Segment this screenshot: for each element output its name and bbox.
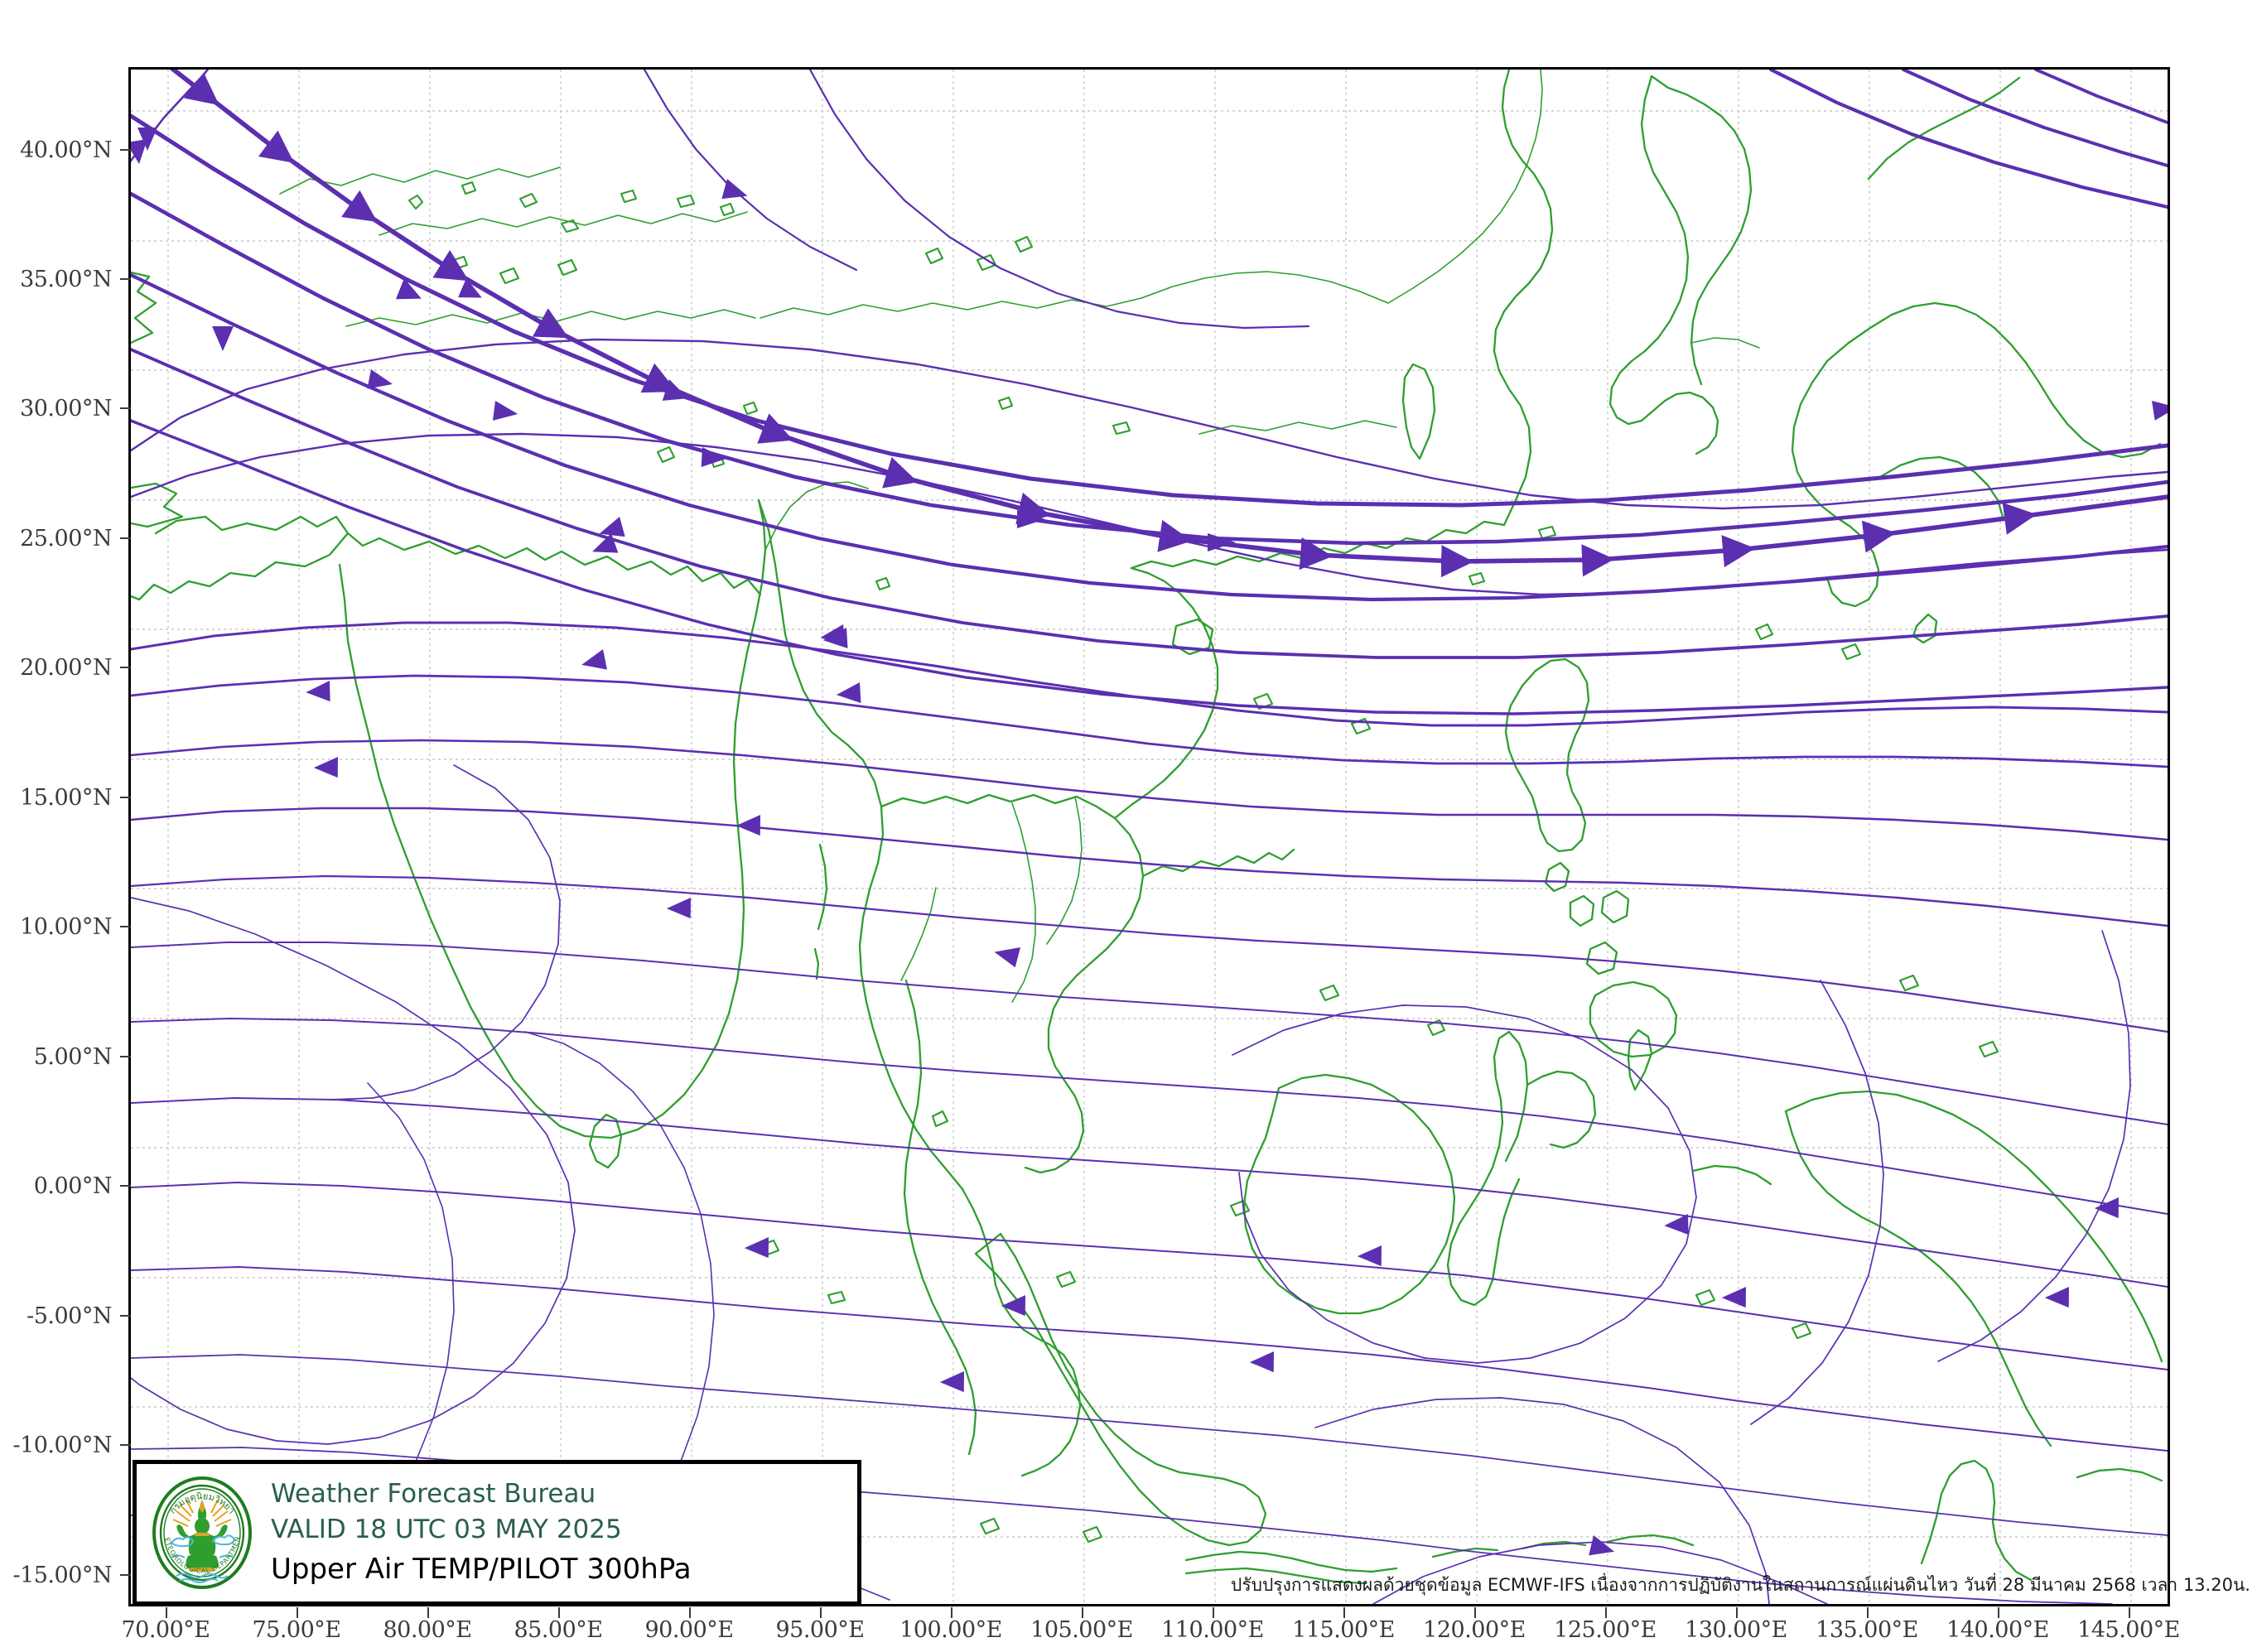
- y-tick-mark: [120, 1315, 131, 1317]
- x-tick-label: 140.00°E: [1946, 1617, 2049, 1643]
- y-tick-label: 15.00°N: [20, 785, 112, 811]
- x-tick-label: 105.00°E: [1030, 1617, 1133, 1643]
- y-tick-mark: [120, 1056, 131, 1057]
- y-tick-label: -5.00°N: [27, 1303, 112, 1329]
- legend-line-bureau: Weather Forecast Bureau: [271, 1478, 596, 1509]
- x-tick-mark: [166, 1607, 167, 1618]
- y-tick-mark: [120, 1574, 131, 1576]
- x-tick-mark: [820, 1607, 822, 1618]
- legend-text-block: Weather Forecast Bureau VALID 18 UTC 03 …: [271, 1477, 692, 1589]
- y-tick-mark: [120, 1185, 131, 1187]
- x-tick-label: 100.00°E: [899, 1617, 1002, 1643]
- x-tick-mark: [1998, 1607, 1999, 1618]
- x-tick-label: 90.00°E: [644, 1617, 734, 1643]
- x-tick-mark: [1867, 1607, 1869, 1618]
- x-tick-mark: [1343, 1607, 1345, 1618]
- x-tick-label: 110.00°E: [1161, 1617, 1264, 1643]
- y-tick-label: 20.00°N: [20, 655, 112, 681]
- x-tick-label: 70.00°E: [121, 1617, 210, 1643]
- x-tick-mark: [1474, 1607, 1476, 1618]
- x-tick-label: 80.00°E: [383, 1617, 472, 1643]
- legend-line-title: Upper Air TEMP/PILOT 300hPa: [271, 1553, 692, 1587]
- map-canvas: [131, 70, 2168, 1604]
- x-tick-label: 135.00°E: [1816, 1617, 1918, 1643]
- x-tick-label: 95.00°E: [775, 1617, 865, 1643]
- y-tick-label: 0.00°N: [33, 1173, 113, 1199]
- y-tick-mark: [120, 1444, 131, 1446]
- y-tick-mark: [120, 667, 131, 668]
- gridlines: [131, 70, 2168, 1604]
- footnote-text: ปรับปรุงการแสดงผลด้วยชุดข้อมูล ECMWF-IFS…: [1231, 1575, 2250, 1595]
- x-tick-mark: [689, 1607, 691, 1618]
- x-tick-mark: [297, 1607, 298, 1618]
- y-tick-mark: [120, 407, 131, 409]
- y-tick-label: 30.00°N: [20, 396, 112, 421]
- y-tick-label: 35.00°N: [20, 267, 112, 292]
- y-tick-mark: [120, 278, 131, 280]
- y-tick-label: 5.00°N: [33, 1044, 113, 1070]
- tmd-logo-icon: กรมอุตุนิยมวิทยา METEOROLOGICAL DEPARTME…: [148, 1469, 253, 1591]
- x-tick-label: 125.00°E: [1554, 1617, 1657, 1643]
- x-tick-mark: [1605, 1607, 1607, 1618]
- y-tick-label: -10.00°N: [12, 1433, 112, 1458]
- x-tick-mark: [558, 1607, 560, 1618]
- x-tick-mark: [1736, 1607, 1738, 1618]
- x-tick-label: 75.00°E: [252, 1617, 341, 1643]
- y-tick-mark: [120, 797, 131, 798]
- legend-box[interactable]: กรมอุตุนิยมวิทยา METEOROLOGICAL DEPARTME…: [133, 1460, 861, 1606]
- legend-line-valid: VALID 18 UTC 03 MAY 2025: [271, 1514, 622, 1544]
- y-tick-label: 10.00°N: [20, 914, 112, 940]
- x-tick-label: 130.00°E: [1685, 1617, 1787, 1643]
- x-tick-mark: [1213, 1607, 1214, 1618]
- y-tick-label: -15.00°N: [12, 1563, 112, 1588]
- y-tick-mark: [120, 537, 131, 539]
- y-tick-label: 25.00°N: [20, 526, 112, 551]
- map-plot-area[interactable]: [128, 67, 2170, 1606]
- coastlines: [131, 70, 2163, 1585]
- y-tick-mark: [120, 149, 131, 151]
- x-tick-mark: [427, 1607, 429, 1618]
- x-tick-label: 120.00°E: [1423, 1617, 1526, 1643]
- streamline-arrowheads: [131, 128, 2168, 1556]
- x-tick-mark: [2129, 1607, 2130, 1618]
- x-tick-mark: [951, 1607, 952, 1618]
- streamlines: [131, 70, 2168, 1604]
- x-tick-label: 145.00°E: [2077, 1617, 2180, 1643]
- y-tick-mark: [120, 926, 131, 927]
- y-tick-label: 40.00°N: [20, 137, 112, 163]
- x-tick-label: 115.00°E: [1292, 1617, 1395, 1643]
- x-tick-label: 85.00°E: [514, 1617, 603, 1643]
- x-tick-mark: [1082, 1607, 1083, 1618]
